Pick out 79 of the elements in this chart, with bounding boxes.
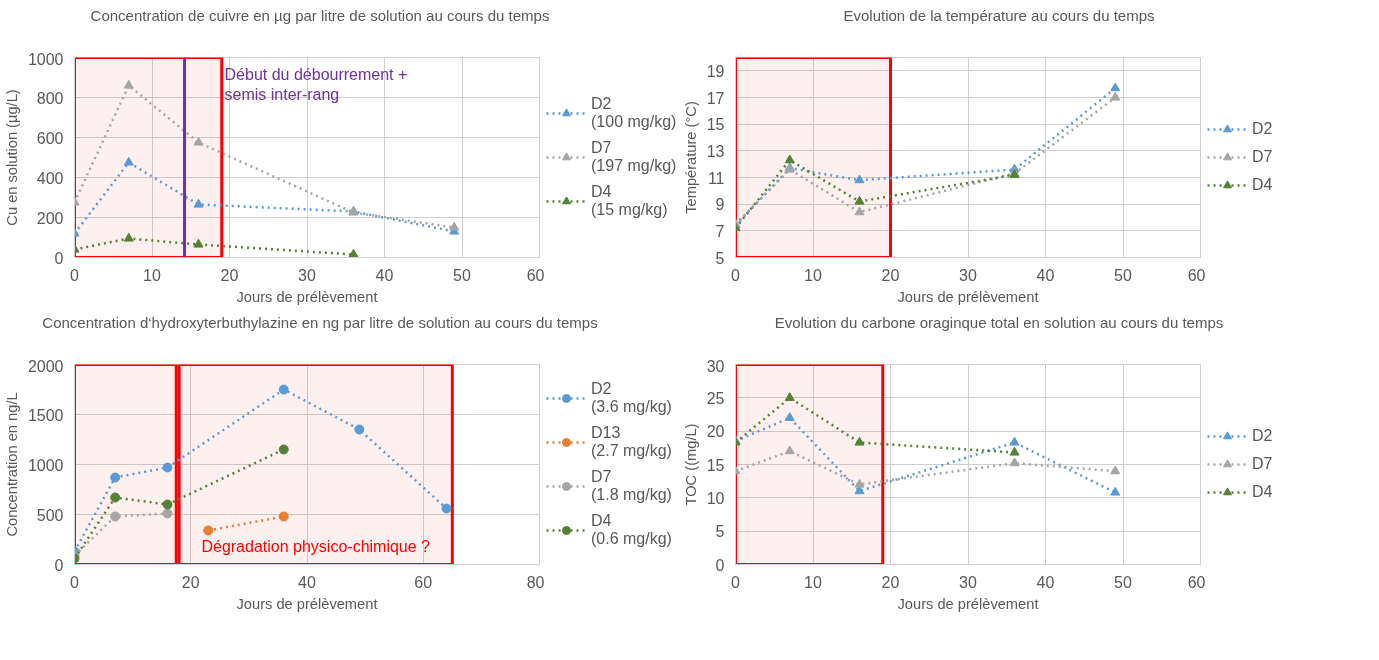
y-tick-label: 25 xyxy=(706,389,725,407)
chart-title: Evolution du carbone oraginque total en solution au cours du temps xyxy=(774,313,1224,333)
y-tick-label: 2000 xyxy=(27,357,64,375)
x-tick-label: 50 xyxy=(1114,266,1132,284)
x-tick-label: 30 xyxy=(959,266,977,284)
chart-title: Concentration de cuivre en µg par litre de solution au cours du temps xyxy=(90,6,550,26)
y-axis-title: Température (°C) xyxy=(682,101,699,214)
x-tick-label: 10 xyxy=(804,266,822,284)
y-tick-label: 11 xyxy=(707,169,725,187)
x-tick-label: 30 xyxy=(298,266,316,284)
x-tick-label: 10 xyxy=(804,573,822,591)
legend-label: D7 xyxy=(1252,455,1273,473)
x-axis-title: Jours de prélèvement xyxy=(897,595,1039,612)
y-tick-label: 15 xyxy=(706,116,725,134)
y-tick-label: 0 xyxy=(54,556,64,574)
legend-label: D7 (197 mg/kg) xyxy=(591,139,677,175)
legend-label: D4 xyxy=(1252,483,1273,501)
x-tick-label: 60 xyxy=(414,573,433,591)
x-axis-title: Jours de prélèvement xyxy=(236,288,378,305)
y-tick-label: 5 xyxy=(715,249,725,267)
x-tick-label: 60 xyxy=(1187,266,1206,284)
x-tick-label: 40 xyxy=(1036,266,1055,284)
x-tick-label: 50 xyxy=(453,266,471,284)
y-tick-label: 500 xyxy=(36,506,64,524)
y-tick-label: 7 xyxy=(715,222,725,240)
x-tick-label: 0 xyxy=(731,573,741,591)
x-tick-label: 40 xyxy=(298,573,316,591)
x-tick-label: 0 xyxy=(70,266,80,284)
x-tick-label: 20 xyxy=(220,266,239,284)
legend-label: D4 (15 mg/kg) xyxy=(591,183,668,219)
x-tick-label: 0 xyxy=(731,266,741,284)
y-tick-label: 800 xyxy=(36,89,64,107)
x-tick-label: 60 xyxy=(1187,573,1206,591)
legend-label: D2 (3.6 mg/kg) xyxy=(591,380,672,416)
y-tick-label: 19 xyxy=(706,62,725,80)
y-tick-label: 9 xyxy=(715,196,725,214)
legend-label: D2 xyxy=(1252,427,1273,445)
chart-title: Evolution de la température au cours du temps xyxy=(843,6,1155,26)
legend-label: D2 (100 mg/kg) xyxy=(591,95,677,131)
x-tick-label: 60 xyxy=(526,266,545,284)
y-tick-label: 1500 xyxy=(27,406,64,424)
band-label: Dégradation physico-chimique ? xyxy=(201,537,431,555)
y-axis-title: Cu en solution (µg/L) xyxy=(3,89,20,226)
legend-label: D7 (1.8 mg/kg) xyxy=(591,468,672,504)
x-tick-label: 20 xyxy=(881,266,900,284)
chart-title: Concentration d‘hydroxyterbuthylazine en ng par litre de solution au cours du temps xyxy=(42,313,598,333)
x-tick-label: 40 xyxy=(375,266,394,284)
x-tick-label: 0 xyxy=(70,573,80,591)
y-tick-label: 15 xyxy=(706,456,725,474)
y-tick-label: 17 xyxy=(706,89,725,107)
ref-line-label: Début du débourrement + semis inter-rang xyxy=(224,65,408,103)
x-tick-label: 10 xyxy=(143,266,161,284)
y-tick-label: 20 xyxy=(706,423,725,441)
y-axis-title: Concentration en ng/L xyxy=(3,392,20,537)
x-axis-title: Jours de prélèvement xyxy=(897,288,1039,305)
x-tick-label: 30 xyxy=(959,573,977,591)
y-tick-label: 200 xyxy=(36,209,64,227)
y-tick-label: 1000 xyxy=(27,456,64,474)
legend-label: D4 xyxy=(1252,176,1273,194)
y-tick-label: 1000 xyxy=(27,50,64,68)
legend-label: D7 xyxy=(1252,148,1273,166)
y-tick-label: 400 xyxy=(36,169,64,187)
x-tick-label: 40 xyxy=(1036,573,1055,591)
x-tick-label: 20 xyxy=(881,573,900,591)
y-tick-label: 0 xyxy=(715,556,725,574)
y-tick-label: 13 xyxy=(706,142,725,160)
x-tick-label: 80 xyxy=(526,573,545,591)
legend-label: D2 xyxy=(1252,120,1273,138)
y-tick-label: 5 xyxy=(715,523,725,541)
x-tick-label: 20 xyxy=(181,573,200,591)
y-tick-label: 600 xyxy=(36,129,64,147)
legend-label: D13 (2.7 mg/kg) xyxy=(591,424,672,460)
y-tick-label: 0 xyxy=(54,249,64,267)
x-axis-title: Jours de prélèvement xyxy=(236,595,378,612)
y-axis-title: TOC ((mg/L) xyxy=(682,423,699,506)
y-tick-label: 10 xyxy=(706,489,725,507)
y-tick-label: 30 xyxy=(706,357,725,375)
legend-label: D4 (0.6 mg/kg) xyxy=(591,512,672,548)
x-tick-label: 50 xyxy=(1114,573,1132,591)
